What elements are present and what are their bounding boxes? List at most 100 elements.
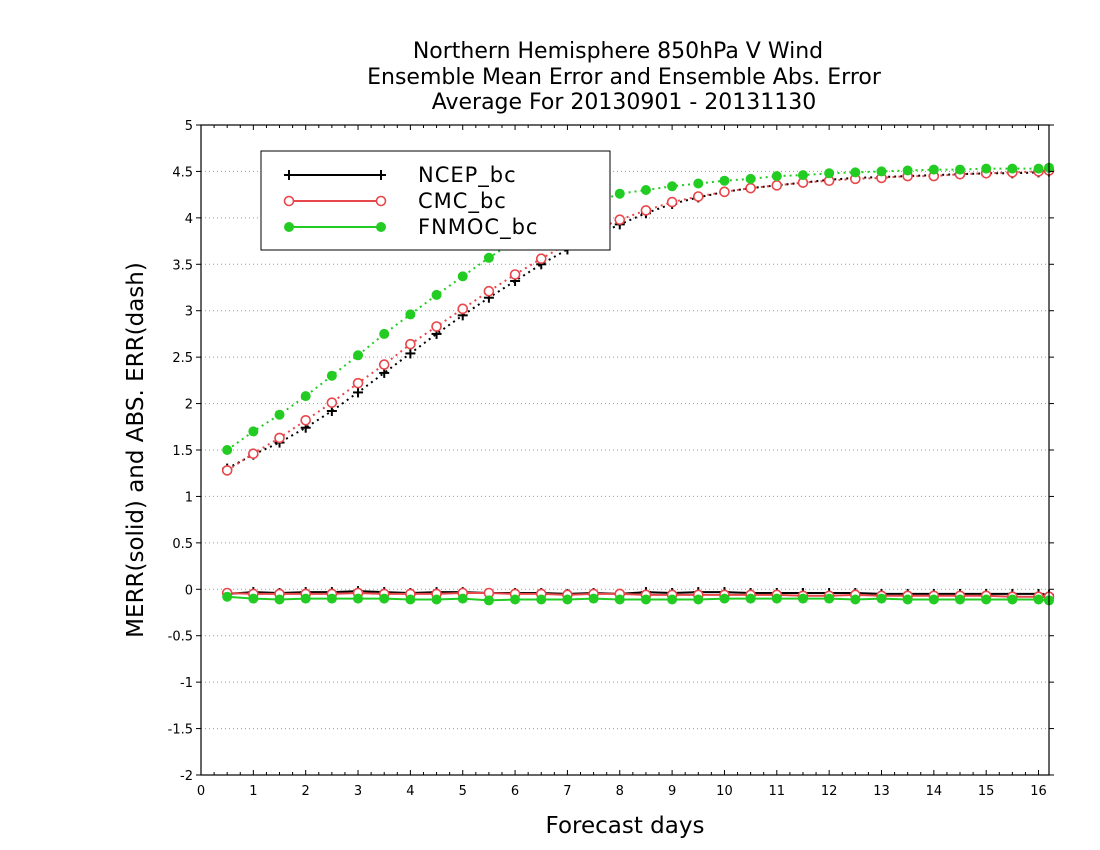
- fnmoc-bc-abs-error-point: [274, 409, 285, 420]
- cmc-bc-abs-error-point: [666, 196, 678, 208]
- fnmoc-bc-abs-error-point: [640, 185, 651, 195]
- y-axis-label: MERR(solid) and ABS. ERR(dash): [123, 262, 149, 638]
- fnmoc-bc-mean-error-point: [326, 593, 337, 604]
- x-tick-label: 6: [511, 784, 519, 799]
- fnmoc-bc-abs-error-point: [876, 166, 887, 177]
- title-line-3: Average For 20130901 - 20131130: [432, 90, 817, 115]
- fnmoc-bc-abs-error-point: [745, 173, 756, 184]
- legend-marker: [284, 222, 294, 232]
- y-tick-label: -2: [180, 769, 193, 784]
- fnmoc-bc-mean-error-point: [667, 594, 678, 605]
- fnmoc-bc-mean-error-point: [719, 593, 730, 604]
- ncep-bc-abs-error-line: [226, 170, 1050, 470]
- fnmoc-bc-abs-error-point: [955, 164, 966, 175]
- fnmoc-bc-mean-error-point: [300, 593, 311, 604]
- fnmoc-bc-abs-error-point: [405, 309, 416, 320]
- fnmoc-bc-abs-error-point: [457, 271, 468, 282]
- fnmoc-bc-mean-error-point: [457, 593, 468, 604]
- y-tick-label: -0.5: [168, 630, 193, 645]
- x-tick-label: 7: [563, 784, 571, 799]
- fnmoc-bc-mean-error-point: [379, 593, 390, 604]
- fnmoc-bc-mean-error-line: [227, 595, 1050, 602]
- fnmoc-bc-abs-error-point: [379, 328, 390, 339]
- cmc-bc-abs-error-point: [378, 359, 390, 370]
- x-tick-label: 16: [1030, 784, 1047, 799]
- fnmoc-bc-abs-error-point: [431, 289, 442, 300]
- fnmoc-bc-abs-error-point: [614, 188, 625, 199]
- fnmoc-bc-abs-error-point: [850, 167, 861, 178]
- legend-label: NCEP_bc: [418, 163, 517, 188]
- y-tick-label: 3.5: [172, 258, 193, 273]
- cmc-bc-abs-error-point: [457, 303, 469, 315]
- legend-marker: [283, 195, 295, 207]
- x-tick-label: 0: [197, 784, 205, 799]
- cmc-bc-abs-error-point: [248, 448, 259, 460]
- cmc-bc-abs-error-point: [431, 321, 442, 332]
- fnmoc-bc-mean-error-point: [431, 594, 442, 605]
- y-tick-label: 0.5: [172, 537, 193, 552]
- legend-item-ncep-bc: NCEP_bc: [284, 163, 517, 188]
- cmc-bc-abs-error-point: [745, 182, 756, 194]
- cmc-bc-abs-error-point: [405, 338, 416, 350]
- fnmoc-bc-abs-error-point: [928, 164, 939, 175]
- fnmoc-bc-mean-error-point: [248, 593, 259, 604]
- cmc-bc-abs-error-point: [614, 214, 626, 226]
- y-tick-label: 0: [185, 583, 193, 598]
- legend-label: CMC_bc: [418, 189, 507, 214]
- fnmoc-bc-abs-error-point: [693, 178, 704, 189]
- fnmoc-bc-mean-error-point: [353, 593, 364, 604]
- cmc-bc-abs-error-point: [535, 253, 547, 265]
- fnmoc-bc-abs-error-point: [719, 175, 730, 186]
- y-tick-label: 1.5: [172, 444, 193, 459]
- y-tick-label: 2: [185, 398, 193, 413]
- cmc-bc-abs-error-point: [509, 269, 521, 280]
- cmc-bc-abs-error-point: [771, 180, 783, 191]
- cmc-bc-abs-error-point: [221, 465, 233, 476]
- x-tick-label: 13: [873, 784, 890, 799]
- fnmoc-bc-mean-error-point: [1033, 594, 1044, 605]
- fnmoc-bc-abs-error-point: [1007, 163, 1018, 174]
- fnmoc-bc-abs-error-point: [797, 170, 808, 181]
- x-tick-label: 8: [616, 784, 624, 799]
- fnmoc-bc-mean-error-point: [640, 594, 651, 605]
- fnmoc-bc-mean-error-point: [850, 594, 861, 605]
- title-line-2: Ensemble Mean Error and Ensemble Abs. Er…: [367, 65, 882, 90]
- y-tick-label: 2.5: [172, 351, 193, 366]
- x-tick-label: 4: [406, 784, 414, 799]
- cmc-bc-abs-error-point: [300, 414, 311, 426]
- fnmoc-bc-mean-error-point: [614, 594, 625, 605]
- x-tick-label: 2: [302, 784, 310, 799]
- y-tick-label: -1: [180, 676, 193, 691]
- x-axis: 0 1 2 3 4 5 6 7 8 9 10 11 12 13 14 15 16: [197, 125, 1047, 799]
- fnmoc-bc-abs-error-point: [222, 445, 233, 455]
- cmc-bc-abs-error-point: [483, 285, 495, 297]
- fnmoc-bc-abs-error-point: [326, 370, 337, 381]
- cmc-bc-abs-error-line: [226, 169, 1050, 472]
- x-axis-label: Forecast days: [546, 813, 705, 839]
- legend-label: FNMOC_bc: [418, 215, 538, 240]
- fnmoc-bc-mean-error-point: [876, 593, 887, 604]
- y-tick-label: 4: [185, 212, 193, 227]
- fnmoc-bc-abs-error-point: [771, 171, 782, 182]
- fnmoc-bc-mean-error-point: [536, 594, 547, 605]
- y-axis: 5 4.5 4 3.5 3 2.5 2 1.5 1 0.5 0 -0.5 -1 -1.5 -2: [168, 119, 1054, 784]
- ncep-bc-abs-error-point: [405, 348, 416, 359]
- y-tick-label: 4.5: [172, 165, 193, 180]
- fnmoc-bc-mean-error-point: [693, 594, 704, 605]
- legend-marker: [376, 222, 386, 232]
- fnmoc-bc-mean-error-point: [222, 591, 233, 602]
- y-tick-label: -1.5: [168, 723, 193, 738]
- fnmoc-bc-abs-error-point: [248, 426, 259, 437]
- fnmoc-bc-mean-error-point: [824, 593, 835, 604]
- ncep-bc-abs-error-point: [353, 387, 364, 398]
- y-tick-label: 5: [185, 119, 193, 134]
- fnmoc-bc-mean-error-point: [797, 593, 808, 604]
- x-tick-label: 1: [249, 784, 257, 799]
- fnmoc-bc-abs-error-point: [902, 165, 913, 176]
- legend-marker: [376, 170, 386, 180]
- fnmoc-bc-mean-error-point: [562, 594, 573, 605]
- fnmoc-bc-mean-error-point: [510, 594, 521, 605]
- x-tick-label: 3: [354, 784, 362, 799]
- fnmoc-bc-mean-error-point: [274, 594, 285, 605]
